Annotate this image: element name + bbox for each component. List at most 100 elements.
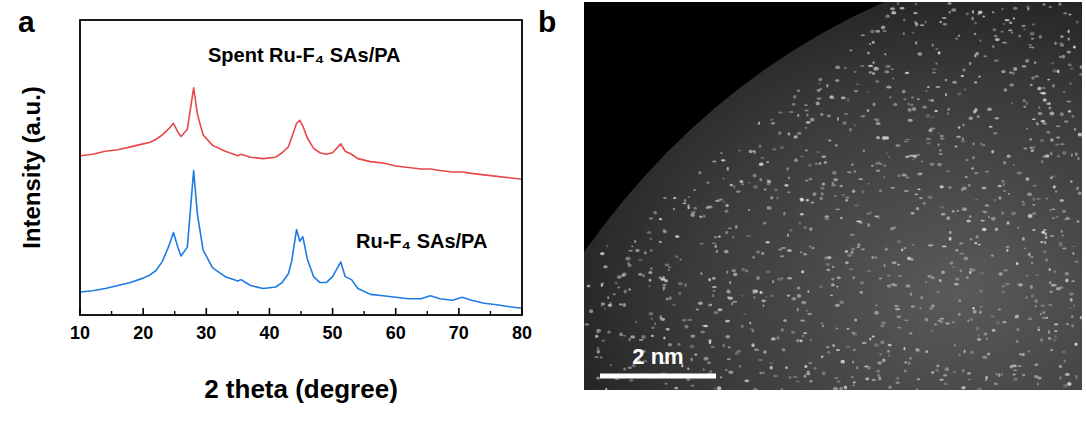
atom-speckle: [845, 261, 849, 264]
atom-speckle: [770, 366, 773, 369]
atom-speckle: [1004, 88, 1008, 92]
atom-speckle: [917, 52, 922, 55]
atom-speckle: [935, 369, 939, 373]
atom-speckle: [635, 321, 637, 324]
atom-speckle: [1072, 246, 1076, 248]
atom-speckle: [650, 267, 653, 270]
atom-speckle: [1011, 102, 1013, 104]
atom-speckle: [1074, 260, 1078, 263]
atom-speckle: [958, 313, 961, 316]
atom-speckle: [837, 117, 839, 121]
atom-speckle: [940, 206, 945, 209]
atom-speckle: [1072, 115, 1075, 118]
atom-speckle: [959, 300, 962, 302]
atom-speckle: [948, 2, 952, 5]
atom-speckle: [908, 108, 912, 112]
atom-speckle: [850, 234, 852, 236]
atom-speckle: [642, 274, 645, 277]
atom-speckle: [873, 67, 877, 71]
atom-speckle: [712, 277, 716, 280]
atom-speckle: [678, 292, 681, 296]
atom-speckle: [925, 281, 928, 284]
atom-speckle: [925, 90, 927, 92]
atom-speckle: [970, 238, 972, 241]
atom-speckle: [749, 150, 753, 154]
atom-speckle: [649, 217, 652, 219]
atom-speckle: [977, 334, 979, 337]
atom-speckle: [687, 368, 690, 370]
atom-speckle: [932, 44, 934, 47]
atom-speckle: [638, 273, 643, 276]
atom-speckle: [966, 220, 971, 223]
atom-speckle: [861, 190, 864, 194]
x-tick-label: 20: [133, 323, 153, 343]
atom-speckle: [992, 28, 996, 31]
atom-speckle: [1067, 382, 1072, 386]
atom-speckle: [969, 62, 972, 66]
atom-speckle: [1033, 197, 1035, 201]
atom-speckle: [1031, 38, 1035, 40]
atom-speckle: [1062, 91, 1066, 93]
plot-frame: [80, 20, 522, 315]
atom-speckle: [851, 332, 854, 335]
atom-speckle: [898, 275, 902, 277]
atom-speckle: [783, 319, 787, 322]
atom-speckle: [830, 294, 833, 296]
atom-speckle: [1070, 298, 1073, 302]
atom-speckle: [837, 276, 841, 279]
atom-speckle: [666, 298, 669, 301]
atom-speckle: [1026, 274, 1029, 276]
atom-speckle: [976, 327, 980, 331]
atom-speckle: [703, 215, 705, 218]
atom-speckle: [867, 52, 870, 55]
atom-speckle: [800, 155, 804, 157]
atom-speckle: [1003, 190, 1006, 192]
atom-speckle: [715, 200, 720, 202]
atom-speckle: [713, 290, 716, 292]
atom-speckle: [985, 170, 989, 172]
atom-speckle: [703, 357, 708, 361]
atom-speckle: [1071, 324, 1074, 327]
atom-speckle: [858, 243, 861, 245]
atom-speckle: [949, 231, 952, 234]
atom-speckle: [910, 104, 913, 107]
atom-speckle: [629, 288, 631, 291]
atom-speckle: [752, 329, 754, 333]
atom-speckle: [952, 321, 955, 323]
atom-speckle: [888, 156, 890, 158]
atom-speckle: [845, 345, 850, 348]
atom-speckle: [902, 90, 906, 94]
atom-speckle: [982, 228, 987, 231]
atom-speckle: [631, 246, 633, 248]
atom-speckle: [912, 244, 915, 246]
atom-speckle: [875, 80, 879, 83]
atom-speckle: [974, 54, 977, 58]
atom-speckle: [950, 262, 954, 265]
atom-speckle: [850, 234, 855, 236]
atom-speckle: [700, 331, 705, 334]
atom-speckle: [985, 376, 987, 379]
atom-speckle: [1013, 18, 1015, 20]
atom-speckle: [1068, 14, 1071, 16]
atom-speckle: [963, 68, 966, 71]
atom-speckle: [1040, 241, 1043, 243]
atom-speckle: [835, 66, 840, 70]
atom-speckle: [887, 274, 890, 277]
atom-speckle: [939, 379, 944, 381]
atom-speckle: [679, 259, 682, 261]
x-tick-label: 10: [70, 323, 90, 343]
atom-speckle: [965, 176, 968, 178]
atom-speckle: [1036, 122, 1039, 125]
atom-speckle: [888, 385, 891, 389]
atom-speckle: [904, 361, 907, 363]
atom-speckle: [955, 146, 958, 148]
atom-speckle: [777, 277, 781, 281]
atom-speckle: [716, 250, 719, 253]
atom-speckle: [1069, 82, 1072, 85]
xrd-trace: [80, 88, 522, 179]
atom-speckle: [931, 371, 934, 374]
atom-speckle: [872, 379, 876, 381]
atom-speckle: [1030, 256, 1034, 258]
atom-speckle: [991, 255, 995, 257]
atom-speckle: [1050, 152, 1052, 156]
